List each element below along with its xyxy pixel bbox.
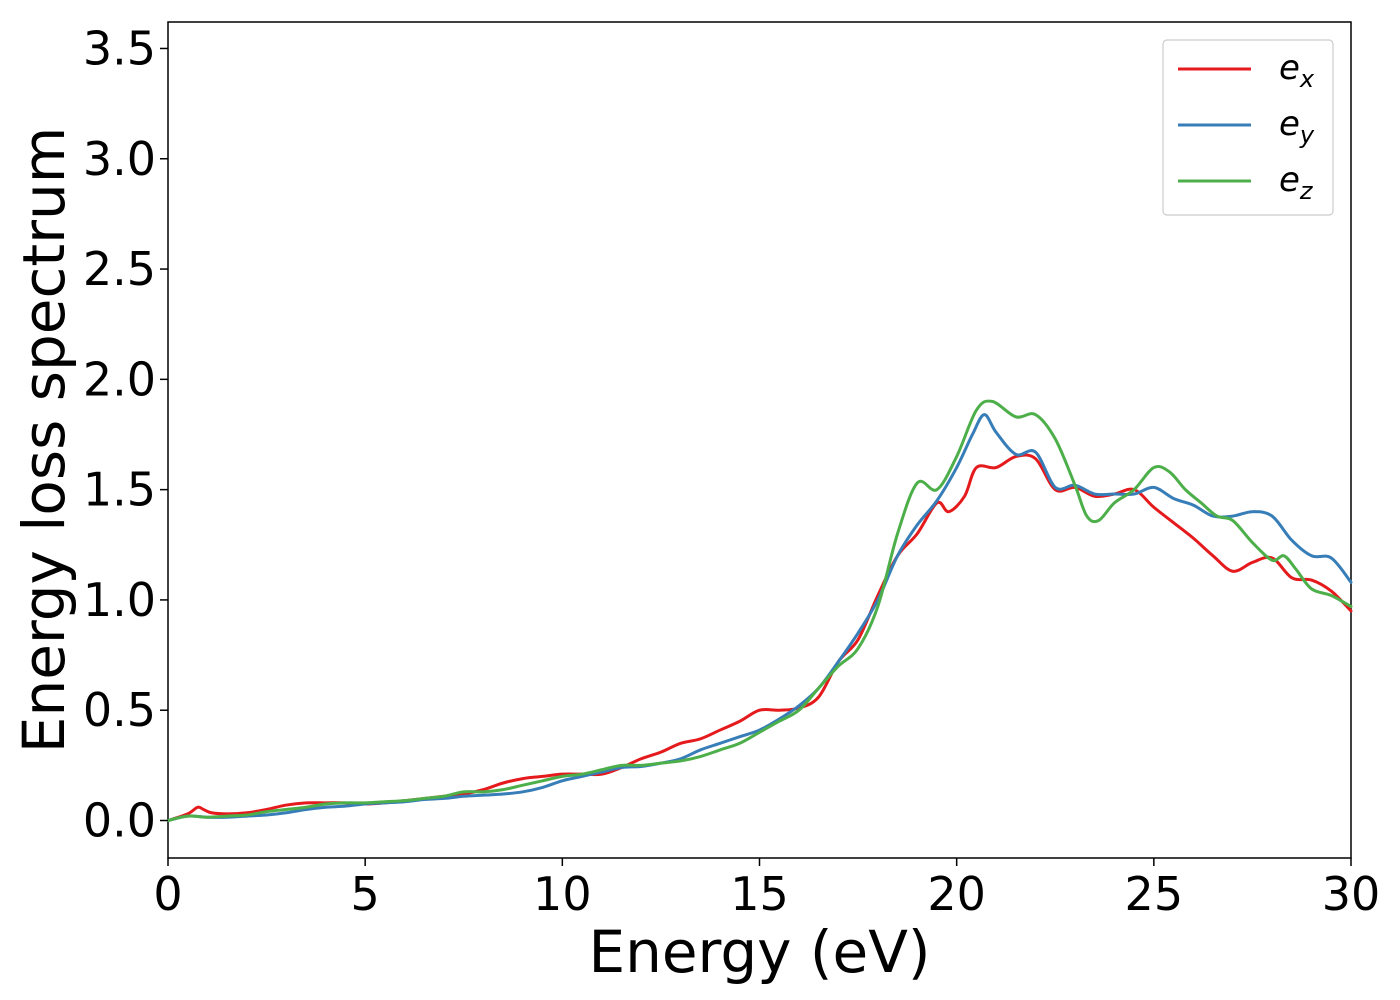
series-layer [166, 399, 1353, 822]
y-tick-label: 2.0 [83, 352, 156, 406]
plot-area: 0 5 10 15 20 25 30 0.0 0.5 1.0 1.5 2.0 2.5 3.0 3.5 [83, 21, 1380, 921]
legend-label-z: ez [1279, 160, 1314, 205]
y-tick-label: 3.0 [83, 132, 156, 186]
x-tick-label: 20 [927, 867, 986, 921]
legend-box [1162, 39, 1334, 216]
y-tick-label: 1.5 [83, 463, 156, 517]
y-tick-label: 2.5 [83, 242, 156, 296]
legend-label-base: e [1279, 160, 1300, 200]
x-tick-label: 10 [533, 867, 592, 921]
y-tick-label: 0.0 [83, 794, 156, 848]
legend-label-base: e [1279, 48, 1300, 88]
y-tick-label: 0.5 [83, 683, 156, 737]
legend-label-subscript: z [1299, 177, 1314, 205]
x-axis: 0 5 10 15 20 25 30 [153, 858, 1380, 921]
y-tick-label: 1.0 [83, 573, 156, 627]
series-line-z [166, 399, 1353, 822]
legend-label-x: ex [1279, 48, 1315, 93]
series-line-x [166, 453, 1353, 822]
y-axis-label: Energy loss spectrum [10, 127, 78, 753]
x-tick-label: 15 [730, 867, 789, 921]
legend-label-subscript: y [1299, 121, 1315, 149]
x-tick-label: 30 [1322, 867, 1381, 921]
y-tick-label: 3.5 [83, 21, 156, 75]
legend-label-base: e [1279, 104, 1300, 144]
legend-label-subscript: x [1299, 65, 1315, 93]
x-tick-label: 5 [351, 867, 380, 921]
legend-label-y: ey [1279, 104, 1315, 149]
x-tick-label: 0 [153, 867, 182, 921]
x-axis-label: Energy (eV) [588, 918, 930, 986]
y-axis: 0.0 0.5 1.0 1.5 2.0 2.5 3.0 3.5 [83, 21, 168, 848]
x-tick-label: 25 [1125, 867, 1184, 921]
